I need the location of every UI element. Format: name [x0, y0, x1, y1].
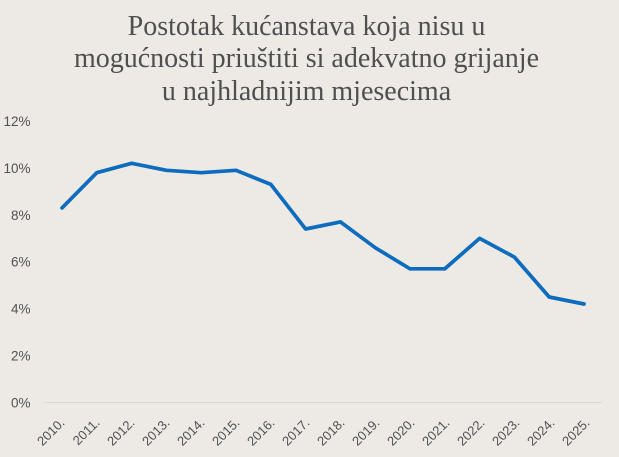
svg-text:2020.: 2020.	[384, 415, 418, 449]
svg-text:0%: 0%	[11, 395, 31, 410]
svg-text:10%: 10%	[3, 161, 30, 176]
svg-text:2016.: 2016.	[244, 415, 278, 449]
svg-text:2010.: 2010.	[34, 415, 68, 449]
svg-text:12%: 12%	[3, 114, 30, 129]
svg-text:2015.: 2015.	[209, 415, 243, 449]
svg-text:2011.: 2011.	[70, 415, 103, 448]
svg-text:2017.: 2017.	[279, 415, 313, 449]
svg-text:2021.: 2021.	[419, 415, 453, 449]
svg-text:2025.: 2025.	[559, 415, 593, 449]
svg-text:2023.: 2023.	[489, 415, 523, 449]
svg-text:2018.: 2018.	[314, 415, 348, 449]
svg-text:8%: 8%	[11, 208, 31, 223]
svg-text:2012.: 2012.	[104, 415, 138, 449]
svg-text:6%: 6%	[11, 255, 31, 270]
svg-text:2024.: 2024.	[524, 415, 558, 449]
svg-text:2022.: 2022.	[454, 415, 488, 449]
svg-text:2014.: 2014.	[174, 415, 208, 449]
svg-text:2%: 2%	[11, 349, 31, 364]
svg-text:2013.: 2013.	[139, 415, 173, 449]
svg-text:2019.: 2019.	[349, 415, 383, 449]
svg-text:4%: 4%	[11, 302, 31, 317]
